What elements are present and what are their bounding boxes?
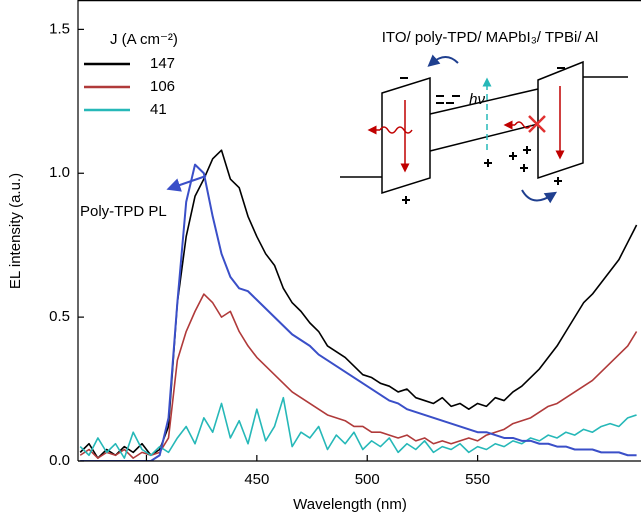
series-line — [79, 149, 638, 459]
curved-arrow — [427, 54, 459, 67]
photon-label: hν — [469, 91, 485, 108]
x-tick-label: 450 — [244, 471, 269, 488]
y-tick-label: 0.5 — [49, 308, 70, 325]
curved-arrow — [521, 189, 558, 204]
series-line — [80, 163, 637, 461]
band-line — [429, 123, 539, 152]
series-line — [79, 293, 638, 459]
annotation: Poly-TPD PL — [80, 203, 167, 220]
legend-label: 41 — [150, 101, 167, 118]
y-tick-label: 1.5 — [49, 20, 70, 37]
plot-area — [79, 149, 638, 461]
wave — [514, 121, 532, 129]
y-tick-label: 0.0 — [49, 452, 70, 469]
y-tick-label: 1.0 — [49, 164, 70, 181]
wave — [379, 126, 413, 134]
legend-title: J (A cm⁻²) — [110, 31, 178, 48]
band-line — [429, 88, 539, 115]
x-axis-label: Wavelength (nm) — [293, 496, 407, 513]
series-line — [79, 396, 637, 459]
legend-label: 106 — [150, 78, 175, 95]
x-tick-label: 400 — [134, 471, 159, 488]
charges — [400, 67, 565, 204]
x-tick-label: 550 — [465, 471, 490, 488]
inset: ITO/ poly-TPD/ MAPbI₃/ TPBi/ Al hν — [340, 29, 628, 204]
cross — [528, 115, 546, 133]
inset-title: ITO/ poly-TPD/ MAPbI₃/ TPBi/ Al — [382, 29, 598, 46]
legend-label: 147 — [150, 55, 175, 72]
band-block — [381, 76, 431, 195]
x-tick-label: 500 — [355, 471, 380, 488]
annotation-arrow — [166, 175, 207, 192]
y-axis-label: EL intensity (a.u.) — [7, 173, 24, 289]
